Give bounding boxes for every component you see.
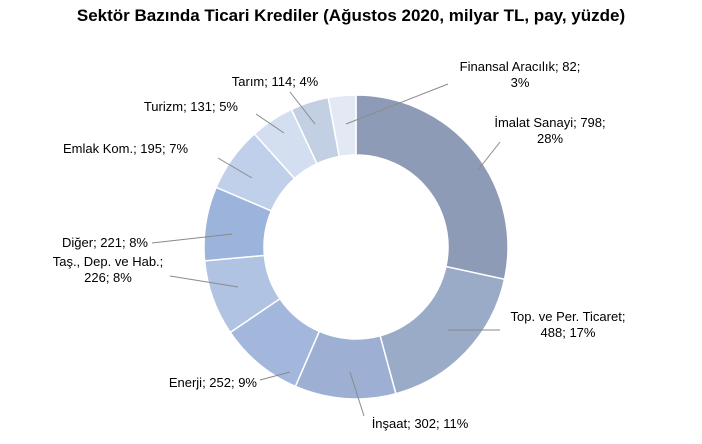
data-label: İmalat Sanayi; 798; 28%: [494, 115, 605, 146]
leader-line: [345, 83, 449, 125]
leader-line: [349, 371, 365, 417]
chart-title: Sektör Bazında Ticari Krediler (Ağustos …: [76, 6, 626, 25]
data-label: Taş., Dep. ve Hab.; 226; 8%: [53, 254, 164, 285]
data-label: Diğer; 221; 8%: [62, 235, 148, 250]
leader-line: [477, 141, 501, 171]
leader-line: [259, 371, 291, 381]
leader-line: [151, 233, 233, 244]
slice-i-malat-sanayi: [355, 94, 509, 281]
data-label: Emlak Kom.; 195; 7%: [63, 141, 188, 156]
data-label: Enerji; 252; 9%: [169, 375, 258, 390]
leader-line: [169, 275, 239, 288]
leader-line: [217, 157, 253, 179]
data-label: Turizm; 131; 5%: [144, 99, 239, 114]
data-label: Tarım; 114; 4%: [232, 74, 319, 89]
leader-line: [289, 91, 316, 125]
data-label: İnşaat; 302; 11%: [372, 416, 469, 431]
data-label: Finansal Aracılık; 82; 3%: [460, 59, 581, 90]
leader-line: [255, 113, 285, 134]
data-label: Top. ve Per. Ticaret; 488; 17%: [511, 309, 626, 340]
slice-finansal-aracılık: [327, 94, 357, 158]
